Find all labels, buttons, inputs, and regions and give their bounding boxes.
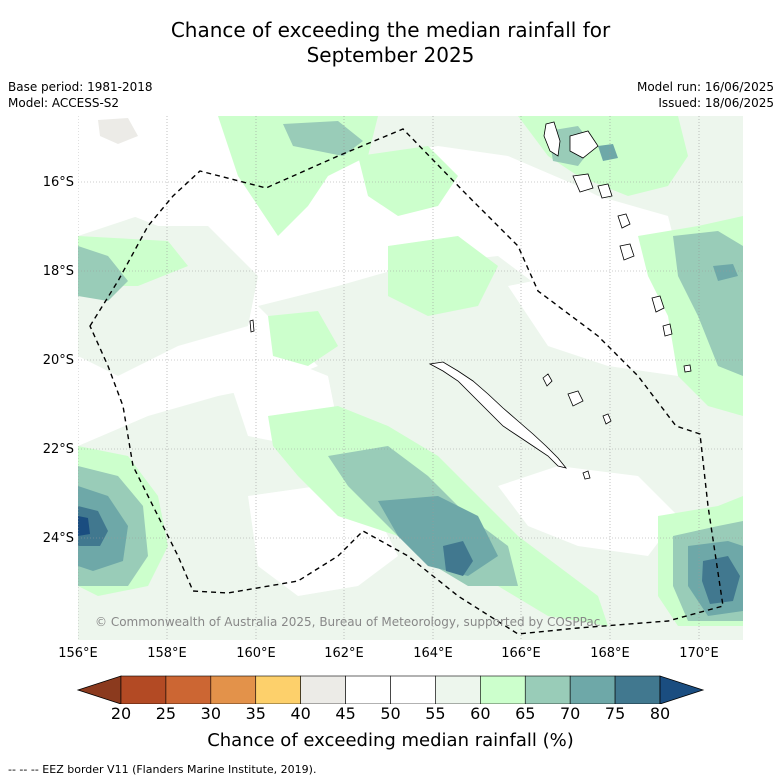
copyright-notice: © Commonwealth of Australia 2025, Bureau…	[95, 615, 601, 629]
field-60-65-north-2	[358, 146, 458, 216]
lon-label-158e: 158°E	[147, 646, 187, 661]
meta-left: Base period: 1981-2018 Model: ACCESS-S2	[8, 79, 153, 111]
colorbar-segment	[210, 675, 257, 704]
colorbar-segment	[435, 675, 481, 704]
colorbar-segment	[614, 675, 661, 704]
lat-label-16s: 16°S	[42, 175, 74, 190]
lat-label-22s: 22°S	[42, 442, 74, 457]
model-label: Model: ACCESS-S2	[8, 96, 120, 110]
field-65-70-west	[78, 246, 128, 301]
lon-label-160e: 160°E	[236, 646, 276, 661]
field-75-80-south-east	[702, 556, 740, 604]
colorbar-segment	[300, 675, 346, 704]
model-run-label: Model run: 16/06/2025	[636, 80, 774, 94]
field-60-65-mid	[388, 236, 498, 316]
lon-label-166e: 166°E	[501, 646, 541, 661]
colorbar-tick-label: 50	[380, 704, 401, 723]
colorbar-tick-label: 40	[290, 704, 311, 723]
base-period-label: Base period: 1981-2018	[8, 80, 153, 94]
lat-label-24s: 24°S	[42, 531, 74, 546]
chesterfield-outline	[249, 319, 255, 333]
field-75-80-south-west	[78, 506, 108, 546]
colorbar-extend-high	[659, 675, 705, 704]
field-70-75-north-east	[598, 144, 618, 161]
vanuatu-north-outline	[543, 121, 561, 157]
colorbar-segment	[255, 675, 301, 704]
colorbar-segment	[480, 675, 526, 704]
colorbar-segment	[345, 675, 391, 704]
colorbar-tick-label: 45	[335, 704, 356, 723]
matthew-islands-outline	[683, 364, 692, 373]
lon-label-164e: 164°E	[413, 646, 453, 661]
loyalty-islands-outline	[542, 373, 612, 425]
colorbar-segment	[569, 675, 616, 704]
probability-fields	[78, 116, 743, 640]
field-45-50-south-east	[498, 466, 678, 556]
colorbar-tick-label: 60	[470, 704, 491, 723]
eez-border	[89, 128, 724, 635]
land-outlines	[249, 121, 692, 480]
field-40-45-corner	[98, 118, 138, 144]
field-65-70-north	[283, 121, 363, 156]
colorbar-segment	[120, 675, 167, 704]
meta-right: Model run: 16/06/2025 Issued: 18/06/2025	[637, 79, 774, 111]
vanuatu-malekula-outline	[572, 173, 594, 193]
colorbar-tick-label: 30	[200, 704, 221, 723]
eez-legend-footer: -- -- -- EEZ border V11 (Flanders Marine…	[8, 763, 317, 776]
vanuatu-tanna-outline	[651, 295, 673, 337]
field-70-75-east	[713, 264, 738, 281]
isle-of-pines-outline	[582, 470, 591, 480]
vanuatu-erromango-outline	[617, 213, 635, 261]
colorbar-segment	[165, 675, 212, 704]
colorbar-segment	[524, 675, 571, 704]
colorbar-tick-label: 20	[110, 704, 132, 723]
colorbar-extend-low	[76, 675, 122, 704]
lon-label-156e: 156°E	[58, 646, 98, 661]
field-60-65-centre-west	[268, 311, 338, 366]
colorbar-tick-label: 70	[559, 704, 581, 723]
title-line-2: September 2025	[306, 43, 475, 67]
field-75-80-south	[443, 541, 473, 576]
colorbar-tick-label: 55	[425, 704, 446, 723]
vanuatu-santo-outline	[569, 130, 599, 159]
colorbar-tick-label: 35	[245, 704, 266, 723]
rainfall-map	[78, 116, 743, 640]
colorbar-segment	[390, 675, 436, 704]
issued-label: Issued: 18/06/2025	[658, 96, 774, 110]
field-80-plus-south-west	[78, 516, 90, 536]
colorbar	[76, 675, 705, 704]
field-45-50-east	[508, 276, 698, 376]
colorbar-title: Chance of exceeding median rainfall (%)	[207, 730, 574, 751]
colorbar-tick-label: 65	[515, 704, 536, 723]
lon-label-168e: 168°E	[590, 646, 630, 661]
lat-label-20s: 20°S	[42, 353, 74, 368]
lat-label-18s: 18°S	[42, 264, 74, 279]
lon-label-162e: 162°E	[324, 646, 364, 661]
lon-label-170e: 170°E	[679, 646, 719, 661]
map-title: Chance of exceeding the median rainfall …	[0, 18, 781, 68]
new-caledonia-outline	[428, 361, 568, 469]
vanuatu-efate-outline	[597, 183, 613, 199]
title-line-1: Chance of exceeding the median rainfall …	[170, 18, 611, 42]
field-45-50-west	[98, 146, 228, 226]
colorbar-tick-label: 25	[155, 704, 177, 723]
colorbar-tick-label: 75	[604, 704, 626, 723]
colorbar-tick-label: 80	[649, 704, 671, 723]
